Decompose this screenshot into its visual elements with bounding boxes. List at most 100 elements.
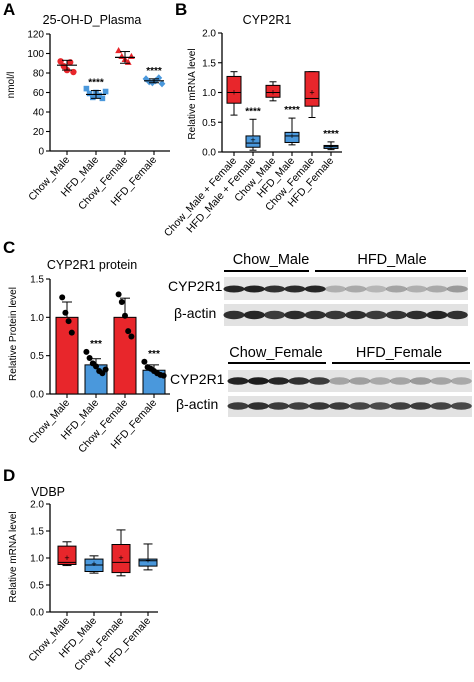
blot-band (325, 285, 346, 293)
blot-bracket (332, 362, 470, 364)
box (226, 75, 242, 104)
box-plot: + (304, 71, 320, 118)
significance-stars: *** (90, 339, 102, 350)
blot-band (308, 377, 330, 385)
box-plot: + (57, 541, 77, 567)
panel-label-a: A (3, 0, 15, 19)
blot-band (227, 377, 249, 385)
blot-band (410, 377, 432, 385)
blot-bracket (228, 362, 326, 364)
y-tick-label: 80 (33, 69, 45, 80)
blot-band (243, 285, 265, 293)
bar (113, 316, 137, 395)
data-point (59, 294, 66, 301)
data-point (102, 366, 109, 373)
panel-a-ylabel: nmol/l (6, 72, 17, 99)
western-blot-male: Chow_Male HFD_Male CYP2R1 β-actin (168, 252, 468, 326)
blot-band (430, 377, 452, 385)
blot-band (284, 310, 306, 320)
data-point (128, 52, 135, 60)
data-point (145, 78, 153, 86)
blot-band (450, 402, 472, 410)
data-point (90, 94, 96, 101)
y-tick-label: 120 (27, 30, 44, 41)
data-point (93, 363, 99, 370)
blot-band (223, 285, 245, 293)
data-point (65, 318, 72, 325)
significance-stars: **** (245, 106, 261, 117)
box (57, 545, 77, 565)
mean-marker: + (64, 553, 69, 563)
blot-band (264, 285, 286, 293)
y-tick-label: 60 (33, 88, 45, 99)
mean-marker: + (91, 559, 96, 569)
data-point (102, 88, 109, 95)
blot-band (450, 377, 472, 385)
data-point (160, 372, 167, 379)
panel-b-title: CYP2R1 (243, 13, 292, 27)
data-point (83, 85, 90, 92)
panel-d-title: VDBP (31, 485, 65, 499)
blot-band (389, 377, 411, 385)
panel-b-ylabel: Relative mRNA level (187, 48, 198, 139)
significance-stars: **** (323, 129, 339, 140)
box (304, 71, 320, 107)
panel-d-ylabel: Relative mRNA level (8, 511, 19, 602)
blot-group-chow-female: Chow_Female (229, 345, 323, 361)
blot-band (223, 310, 245, 320)
data-point (83, 348, 90, 355)
y-tick-label: 1.0 (30, 313, 44, 324)
y-tick-label: 1.5 (30, 527, 44, 538)
y-tick-label: 1.0 (202, 88, 216, 99)
mean-marker: + (250, 135, 255, 145)
blot-bracket (224, 270, 309, 272)
data-point (141, 358, 148, 365)
blot-band (304, 285, 326, 293)
blot-band (329, 402, 350, 410)
blot-band (385, 285, 407, 293)
y-tick-label: 0.0 (30, 390, 44, 401)
data-point (118, 299, 125, 305)
box-plot: + (84, 555, 104, 574)
y-tick-label: 0.5 (202, 118, 216, 129)
data-point (155, 74, 163, 82)
blot-band (264, 310, 286, 320)
blot-band (345, 285, 367, 293)
mean-marker: + (118, 553, 123, 563)
blot-band (349, 377, 371, 385)
box-plot: + (226, 71, 242, 116)
data-point (57, 58, 64, 65)
data-point (115, 46, 122, 54)
data-point (86, 354, 93, 361)
mean-marker: + (309, 88, 314, 98)
significance-stars: *** (148, 349, 160, 360)
blot-group-hfd-male: HFD_Male (357, 252, 426, 268)
y-tick-label: 0 (38, 147, 44, 158)
blot-group-chow-male: Chow_Male (233, 252, 310, 268)
blot-band (268, 402, 290, 410)
box (265, 84, 281, 98)
data-point (68, 329, 75, 336)
y-tick-label: 0.5 (30, 581, 44, 592)
western-blot-female: Chow_Female HFD_Female CYP2R1 β-actin (170, 345, 472, 417)
blot-band (369, 402, 391, 410)
significance-stars: **** (88, 78, 104, 89)
box (284, 131, 300, 143)
data-point (122, 312, 128, 319)
blot-band (227, 402, 249, 410)
mean-marker: + (328, 142, 333, 152)
data-point (128, 333, 135, 340)
mean-marker: + (231, 88, 236, 98)
data-point (125, 328, 132, 335)
significance-stars: **** (284, 105, 300, 116)
y-tick-label: 0.0 (202, 148, 216, 159)
box-plot: + (111, 529, 131, 577)
panel-c-title: CYP2R1 protein (47, 258, 137, 272)
mean-marker: + (270, 88, 275, 98)
blot-strip (228, 370, 472, 392)
mean-marker: + (289, 131, 294, 141)
box-plot: + (245, 118, 261, 151)
box (138, 558, 158, 567)
panel-a-title: 25-OH-D_Plasma (43, 13, 142, 27)
box-plot: + (323, 141, 339, 152)
